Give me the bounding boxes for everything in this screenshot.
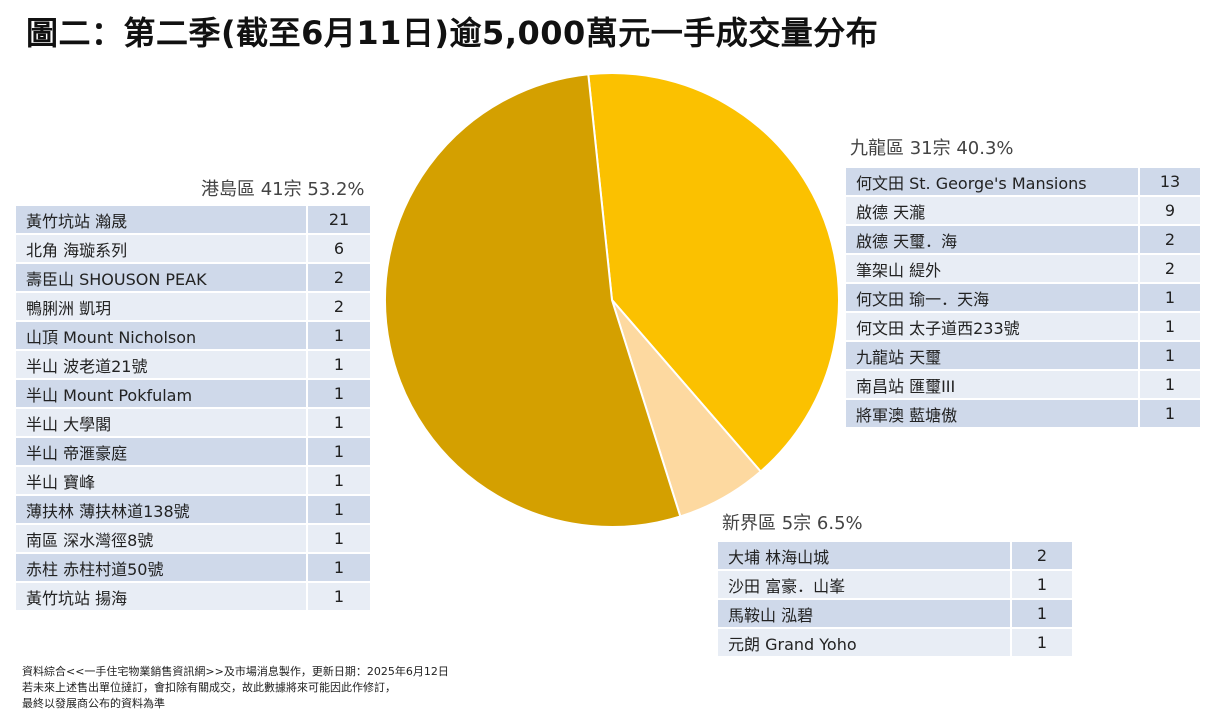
- transaction-count: 2: [1138, 253, 1202, 284]
- transaction-count: 1: [306, 494, 372, 525]
- table-row: 南區 深水灣徑8號 1: [14, 523, 372, 554]
- transaction-count: 1: [1010, 627, 1074, 658]
- project-name: 壽臣山 SHOUSON PEAK: [14, 262, 308, 293]
- table-row: 半山 寶峰 1: [14, 465, 372, 496]
- pie-slice: [587, 72, 840, 473]
- transaction-count: 2: [306, 262, 372, 293]
- project-name: 何文田 St. George's Mansions: [844, 166, 1140, 197]
- project-name: 筆架山 緹外: [844, 253, 1140, 284]
- project-name: 半山 寶峰: [14, 465, 308, 496]
- project-name: 何文田 瑜一．天海: [844, 282, 1140, 313]
- transaction-count: 2: [1010, 540, 1074, 571]
- transaction-count: 2: [1138, 224, 1202, 255]
- footnote: 資料綜合<<一手住宅物業銷售資訊網>>及市場消息製作，更新日期：2025年6月1…: [22, 664, 449, 712]
- transaction-count: 6: [306, 233, 372, 264]
- table-row: 將軍澳 藍塘傲 1: [844, 398, 1202, 429]
- chart-title: 圖二：第二季(截至6月11日)逾5,000萬元一手成交量分布: [26, 14, 879, 52]
- transaction-count: 1: [1138, 398, 1202, 429]
- transaction-count: 1: [306, 436, 372, 467]
- pie-slice: [384, 73, 682, 528]
- transaction-count: 13: [1138, 166, 1202, 197]
- table-row: 黃竹坑站 揚海 1: [14, 581, 372, 612]
- project-name: 元朗 Grand Yoho: [716, 627, 1012, 658]
- table-row: 黃竹坑站 瀚晟 21: [14, 204, 372, 235]
- footnote-line: 若未來上述售出單位撻訂，會扣除有關成交，故此數據將來可能因此作修訂，: [22, 681, 396, 694]
- project-name: 黃竹坑站 揚海: [14, 581, 308, 612]
- transaction-count: 1: [306, 581, 372, 612]
- project-name: 九龍站 天璽: [844, 340, 1140, 371]
- table-row: 何文田 瑜一．天海 1: [844, 282, 1202, 313]
- transaction-count: 1: [306, 378, 372, 409]
- table-row: 何文田 St. George's Mansions 13: [844, 166, 1202, 197]
- project-name: 鴨脷洲 凱玥: [14, 291, 308, 322]
- project-name: 何文田 太子道西233號: [844, 311, 1140, 342]
- project-name: 啟德 天瀧: [844, 195, 1140, 226]
- transaction-count: 2: [306, 291, 372, 322]
- project-name: 黃竹坑站 瀚晟: [14, 204, 308, 235]
- table-row: 元朗 Grand Yoho 1: [716, 627, 1074, 658]
- transaction-count: 1: [306, 349, 372, 380]
- table-row: 山頂 Mount Nicholson 1: [14, 320, 372, 351]
- transaction-count: 1: [1010, 569, 1074, 600]
- project-name: 南區 深水灣徑8號: [14, 523, 308, 554]
- new-territories-heading: 新界區 5宗 6.5%: [722, 513, 863, 534]
- project-name: 半山 波老道21號: [14, 349, 308, 380]
- table-row: 北角 海璇系列 6: [14, 233, 372, 264]
- table-row: 啟德 天璽．海 2: [844, 224, 1202, 255]
- table-row: 壽臣山 SHOUSON PEAK 2: [14, 262, 372, 293]
- project-name: 南昌站 匯璽III: [844, 369, 1140, 400]
- table-row: 鴨脷洲 凱玥 2: [14, 291, 372, 322]
- transaction-count: 1: [1010, 598, 1074, 629]
- footnote-line: 最終以發展商公布的資料為準: [22, 697, 165, 710]
- table-row: 半山 波老道21號 1: [14, 349, 372, 380]
- project-name: 薄扶林 薄扶林道138號: [14, 494, 308, 525]
- project-name: 半山 Mount Pokfulam: [14, 378, 308, 409]
- table-row: 薄扶林 薄扶林道138號 1: [14, 494, 372, 525]
- project-name: 赤柱 赤柱村道50號: [14, 552, 308, 583]
- table-row: 馬鞍山 泓碧 1: [716, 598, 1074, 629]
- transaction-count: 1: [1138, 340, 1202, 371]
- transaction-count: 1: [306, 320, 372, 351]
- project-name: 半山 大學閣: [14, 407, 308, 438]
- kowloon-table: 何文田 St. George's Mansions 13 啟德 天瀧 9 啟德 天璽．海…: [844, 166, 1202, 429]
- project-name: 馬鞍山 泓碧: [716, 598, 1012, 629]
- footnote-line: 資料綜合<<一手住宅物業銷售資訊網>>及市場消息製作，更新日期：2025年6月1…: [22, 665, 449, 678]
- transaction-count: 1: [1138, 282, 1202, 313]
- table-row: 半山 帝滙豪庭 1: [14, 436, 372, 467]
- transaction-count: 1: [1138, 369, 1202, 400]
- transaction-count: 21: [306, 204, 372, 235]
- project-name: 沙田 富豪．山峯: [716, 569, 1012, 600]
- project-name: 半山 帝滙豪庭: [14, 436, 308, 467]
- project-name: 將軍澳 藍塘傲: [844, 398, 1140, 429]
- table-row: 赤柱 赤柱村道50號 1: [14, 552, 372, 583]
- transaction-count: 1: [306, 465, 372, 496]
- table-row: 大埔 林海山城 2: [716, 540, 1074, 571]
- table-row: 九龍站 天璽 1: [844, 340, 1202, 371]
- table-row: 啟德 天瀧 9: [844, 195, 1202, 226]
- project-name: 啟德 天璽．海: [844, 224, 1140, 255]
- table-row: 半山 Mount Pokfulam 1: [14, 378, 372, 409]
- transaction-count: 9: [1138, 195, 1202, 226]
- project-name: 大埔 林海山城: [716, 540, 1012, 571]
- transaction-count: 1: [306, 523, 372, 554]
- transaction-count: 1: [306, 407, 372, 438]
- new-territories-table: 大埔 林海山城 2 沙田 富豪．山峯 1 馬鞍山 泓碧 1 元朗 Grand Yoho 1: [716, 540, 1074, 658]
- project-name: 山頂 Mount Nicholson: [14, 320, 308, 351]
- hk-island-table: 黃竹坑站 瀚晟 21 北角 海璇系列 6 壽臣山 SHOUSON PEAK 2 鴨脷洲 凱玥…: [14, 204, 372, 612]
- hk-island-heading: 港島區 41宗 53.2%: [201, 179, 365, 200]
- table-row: 半山 大學閣 1: [14, 407, 372, 438]
- table-row: 南昌站 匯璽III 1: [844, 369, 1202, 400]
- table-row: 何文田 太子道西233號 1: [844, 311, 1202, 342]
- table-row: 沙田 富豪．山峯 1: [716, 569, 1074, 600]
- kowloon-heading: 九龍區 31宗 40.3%: [850, 138, 1014, 159]
- project-name: 北角 海璇系列: [14, 233, 308, 264]
- transaction-count: 1: [306, 552, 372, 583]
- transaction-count: 1: [1138, 311, 1202, 342]
- table-row: 筆架山 緹外 2: [844, 253, 1202, 284]
